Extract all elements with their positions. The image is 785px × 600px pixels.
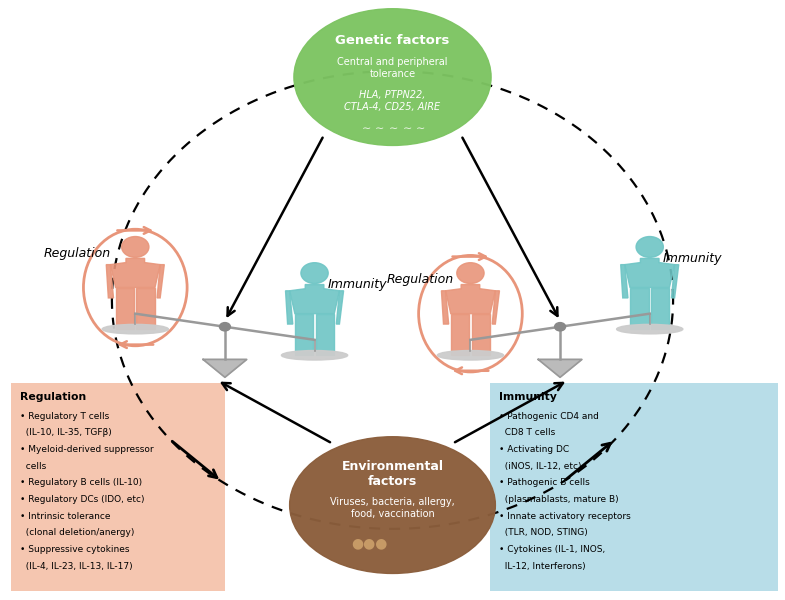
Ellipse shape <box>437 350 503 360</box>
Circle shape <box>220 323 230 331</box>
Polygon shape <box>651 287 670 329</box>
Ellipse shape <box>294 9 491 145</box>
Text: Central and peripheral
tolerance: Central and peripheral tolerance <box>338 58 447 79</box>
Polygon shape <box>137 287 155 329</box>
Polygon shape <box>290 284 339 314</box>
FancyBboxPatch shape <box>490 383 778 591</box>
Ellipse shape <box>290 437 495 574</box>
Text: CD8 T cells: CD8 T cells <box>499 428 556 437</box>
Polygon shape <box>111 259 160 287</box>
Polygon shape <box>446 284 495 314</box>
Text: Immunity: Immunity <box>327 278 387 291</box>
Text: • Intrinsic tolerance: • Intrinsic tolerance <box>20 512 111 521</box>
FancyBboxPatch shape <box>10 383 225 591</box>
Text: • Pathogenic B cells: • Pathogenic B cells <box>499 478 590 487</box>
Text: Regulation: Regulation <box>43 247 111 260</box>
Text: • Suppressive cytokines: • Suppressive cytokines <box>20 545 130 554</box>
Text: Environmental
factors: Environmental factors <box>341 460 444 488</box>
Text: (iNOS, IL-12, etc): (iNOS, IL-12, etc) <box>499 461 582 470</box>
Circle shape <box>301 263 328 284</box>
Circle shape <box>555 323 565 331</box>
Circle shape <box>636 236 663 257</box>
Polygon shape <box>492 291 499 324</box>
Text: $\sim\sim\sim\sim\sim$: $\sim\sim\sim\sim\sim$ <box>359 122 426 133</box>
Text: (IL-4, IL-23, IL-13, IL-17): (IL-4, IL-23, IL-13, IL-17) <box>20 562 133 571</box>
Text: IL-12, Interferons): IL-12, Interferons) <box>499 562 586 571</box>
Polygon shape <box>625 259 674 287</box>
Circle shape <box>122 236 149 257</box>
Polygon shape <box>157 265 164 298</box>
Text: (plasmablasts, mature B): (plasmablasts, mature B) <box>499 495 619 504</box>
Circle shape <box>457 263 484 284</box>
Text: Immunity: Immunity <box>663 252 722 265</box>
Text: • Cytokines (IL-1, INOS,: • Cytokines (IL-1, INOS, <box>499 545 605 554</box>
Text: (IL-10, IL-35, TGFβ): (IL-10, IL-35, TGFβ) <box>20 428 111 437</box>
Text: • Regulatory T cells: • Regulatory T cells <box>20 412 109 421</box>
Text: • Regulatory DCs (IDO, etc): • Regulatory DCs (IDO, etc) <box>20 495 144 504</box>
Text: ●●●: ●●● <box>351 537 387 551</box>
Polygon shape <box>539 359 582 377</box>
Polygon shape <box>451 314 469 355</box>
Text: • Pathogenic CD4 and: • Pathogenic CD4 and <box>499 412 599 421</box>
Ellipse shape <box>616 325 683 334</box>
Ellipse shape <box>102 325 169 334</box>
Polygon shape <box>671 265 679 298</box>
Polygon shape <box>115 287 134 329</box>
Text: (clonal deletion/anergy): (clonal deletion/anergy) <box>20 528 134 537</box>
Text: • Innate activatory receptors: • Innate activatory receptors <box>499 512 631 521</box>
Text: Regulation: Regulation <box>20 392 86 402</box>
Polygon shape <box>630 287 648 329</box>
Polygon shape <box>286 291 293 324</box>
Polygon shape <box>621 265 628 298</box>
Text: Immunity: Immunity <box>499 392 557 402</box>
Text: • Regulatory B cells (IL-10): • Regulatory B cells (IL-10) <box>20 478 142 487</box>
Ellipse shape <box>282 350 348 360</box>
Text: • Activating DC: • Activating DC <box>499 445 569 454</box>
Polygon shape <box>203 359 246 377</box>
Polygon shape <box>336 291 344 324</box>
Text: cells: cells <box>20 461 46 470</box>
Text: Viruses, bacteria, allergy,
food, vaccination: Viruses, bacteria, allergy, food, vaccin… <box>330 497 455 519</box>
Text: • Myeloid-derived suppressor: • Myeloid-derived suppressor <box>20 445 154 454</box>
Text: (TLR, NOD, STING): (TLR, NOD, STING) <box>499 528 588 537</box>
Polygon shape <box>472 314 490 355</box>
Polygon shape <box>316 314 334 355</box>
Polygon shape <box>295 314 313 355</box>
Polygon shape <box>441 291 449 324</box>
Text: HLA, PTPN22,
CTLA-4, CD25, AIRE: HLA, PTPN22, CTLA-4, CD25, AIRE <box>345 90 440 112</box>
Polygon shape <box>106 265 114 298</box>
Text: Regulation: Regulation <box>386 273 454 286</box>
Text: Genetic factors: Genetic factors <box>335 34 450 47</box>
